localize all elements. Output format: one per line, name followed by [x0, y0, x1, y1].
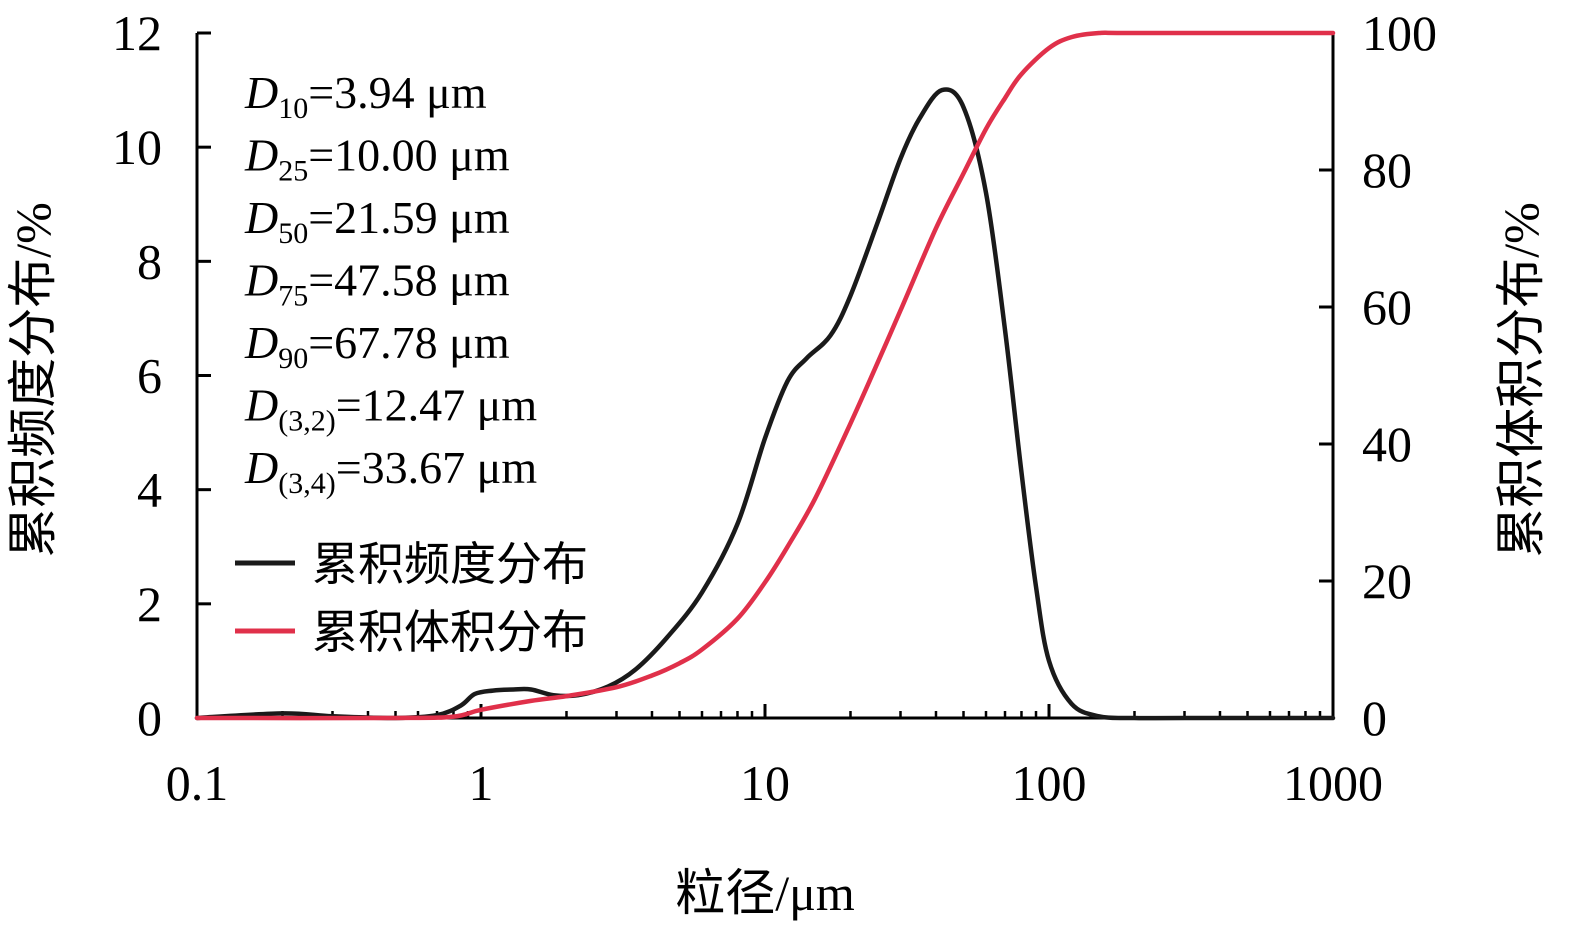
series-line-frequency	[194, 87, 1336, 721]
y-left-tick-label: 6	[137, 348, 162, 404]
y-left-tick-label: 4	[137, 462, 162, 518]
x-tick-label: 1	[469, 755, 494, 811]
y-left-tick-label: 2	[137, 576, 162, 632]
legend-label: 累积频度分布	[312, 539, 588, 590]
legend-label: 累积体积分布	[312, 607, 588, 658]
series-line-volume	[194, 30, 1336, 721]
y-right-tick-label: 0	[1362, 690, 1387, 746]
x-tick-label: 1000	[1283, 755, 1383, 811]
y-left-tick-label: 0	[137, 690, 162, 746]
d-value-annotation: D(3,2)=12.47 μm	[244, 380, 537, 438]
y-left-axis-ticks: 0 2 4 6 8 10 12	[112, 5, 211, 746]
y-right-tick-label: 20	[1362, 553, 1412, 609]
d-value-annotation: D90=67.78 μm	[244, 317, 510, 375]
d-value-annotation: D10=3.94 μm	[244, 67, 487, 125]
y-right-tick-label: 100	[1362, 5, 1437, 61]
y-right-axis-label: 累积体积分布/%	[1493, 202, 1549, 558]
d-value-annotation: D25=10.00 μm	[244, 130, 510, 188]
x-tick-label: 0.1	[166, 755, 229, 811]
x-axis-ticks: 0.1 1 10 100 1000	[166, 704, 1383, 811]
y-right-tick-label: 60	[1362, 279, 1412, 335]
d-value-annotation: D75=47.58 μm	[244, 255, 510, 313]
y-left-tick-label: 12	[112, 5, 162, 61]
x-tick-label: 10	[740, 755, 790, 811]
x-tick-label: 100	[1012, 755, 1087, 811]
y-left-tick-label: 8	[137, 233, 162, 289]
d-value-annotation: D50=21.59 μm	[244, 192, 510, 250]
d-value-annotation: D(3,4)=33.67 μm	[244, 442, 537, 500]
series-layer	[194, 30, 1336, 721]
x-axis-label: 粒径/μm	[675, 865, 855, 921]
y-left-axis-label: 累积频度分布/%	[5, 202, 61, 558]
y-left-tick-label: 10	[112, 119, 162, 175]
y-right-axis-ticks: 0 20 40 60 80 100	[1319, 5, 1437, 746]
y-right-tick-label: 80	[1362, 142, 1412, 198]
y-right-tick-label: 40	[1362, 416, 1412, 472]
